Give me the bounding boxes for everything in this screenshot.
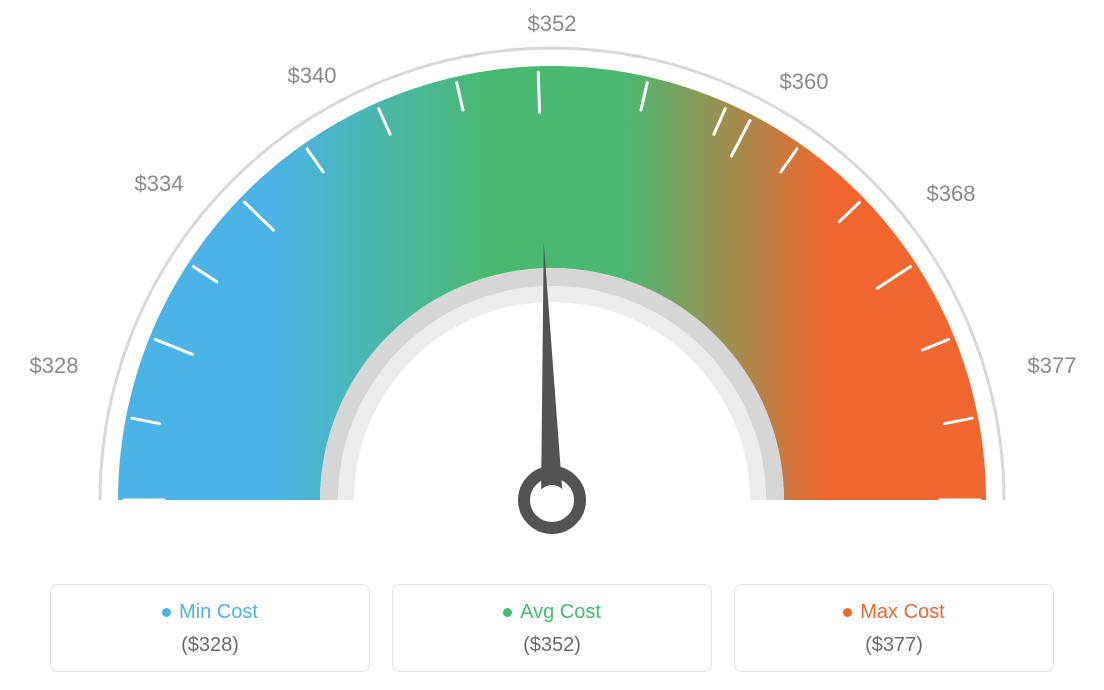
gauge-tick-label: $340 — [288, 63, 337, 89]
legend-dot-avg — [503, 608, 512, 617]
legend-card-avg: Avg Cost ($352) — [392, 584, 712, 672]
legend-label-row: Min Cost — [61, 601, 359, 624]
gauge-svg — [0, 0, 1104, 560]
legend-dot-min — [162, 608, 171, 617]
legend-value-min: ($328) — [61, 634, 359, 657]
gauge-tick-label: $377 — [1028, 353, 1077, 379]
legend-label-max: Max Cost — [860, 601, 944, 624]
legend-label-row: Avg Cost — [403, 601, 701, 624]
gauge-tick-label: $334 — [135, 171, 184, 197]
legend-card-max: Max Cost ($377) — [734, 584, 1054, 672]
legend-dot-max — [843, 608, 852, 617]
legend-value-max: ($377) — [745, 634, 1043, 657]
gauge-tick-label: $360 — [780, 69, 829, 95]
legend-value-avg: ($352) — [403, 634, 701, 657]
legend-label-row: Max Cost — [745, 601, 1043, 624]
legend-row: Min Cost ($328) Avg Cost ($352) Max Cost… — [0, 584, 1104, 672]
gauge-chart: $328 $334 $340 $352 $360 $368 $377 — [0, 0, 1104, 560]
legend-card-min: Min Cost ($328) — [50, 584, 370, 672]
gauge-tick-label: $352 — [528, 11, 577, 37]
legend-label-min: Min Cost — [179, 601, 258, 624]
gauge-tick-label: $368 — [927, 181, 976, 207]
gauge-tick-label: $328 — [30, 353, 79, 379]
legend-label-avg: Avg Cost — [520, 601, 601, 624]
